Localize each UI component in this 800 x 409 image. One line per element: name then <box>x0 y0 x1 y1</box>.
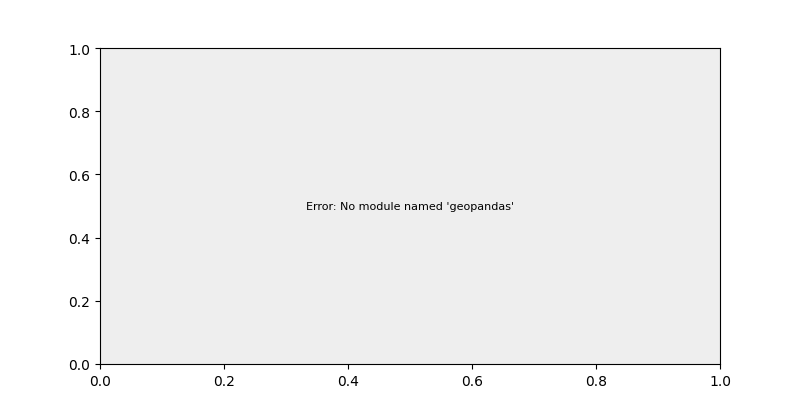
Text: Error: No module named 'geopandas': Error: No module named 'geopandas' <box>306 202 514 211</box>
